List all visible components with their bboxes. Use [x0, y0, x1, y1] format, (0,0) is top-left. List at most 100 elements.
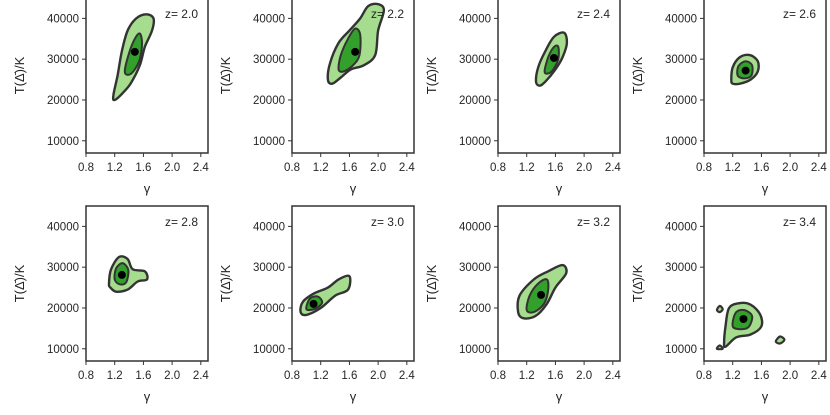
x-tick-label: 2.4 — [605, 370, 622, 382]
y-tick-label: 10000 — [253, 344, 285, 356]
y-tick-label: 10000 — [459, 344, 491, 356]
y-tick-label: 10000 — [665, 136, 697, 148]
y-axis-title: T(Δ̄)/K — [12, 264, 27, 302]
y-tick-label: 20000 — [253, 303, 285, 315]
subplot-z2.2: 0.8 1.2 1.6 2.0 2.4 10000 20000 30000 40000 z= 2.… — [218, 0, 415, 196]
x-axis-title: γ — [556, 389, 563, 404]
axes-frame — [497, 0, 621, 154]
y-tick-label: 20000 — [459, 95, 491, 107]
y-tick-label: 30000 — [665, 262, 697, 274]
y-tick-label: 10000 — [665, 344, 697, 356]
x-tick-label: 1.2 — [725, 370, 741, 382]
y-axis-title: T(Δ̄)/K — [630, 56, 645, 94]
x-tick-label: 2.4 — [399, 162, 416, 174]
x-tick-label: 0.8 — [78, 162, 94, 174]
subplot-z2.6: 0.8 1.2 1.6 2.0 2.4 10000 20000 30000 40000 z= 2.… — [630, 0, 827, 196]
x-tick-label: 1.2 — [313, 162, 329, 174]
y-tick-label: 40000 — [459, 13, 491, 25]
x-tick-label: 1.2 — [725, 162, 741, 174]
x-tick-label: 1.2 — [313, 370, 329, 382]
panel-label: z= 2.2 — [371, 7, 404, 21]
x-tick-label: 1.2 — [107, 162, 123, 174]
y-tick-label: 40000 — [665, 13, 697, 25]
x-tick-label: 0.8 — [78, 370, 94, 382]
y-tick-label: 30000 — [665, 54, 697, 66]
best-fit-point — [309, 299, 318, 308]
panel-label: z= 3.4 — [783, 215, 816, 229]
axes-frame — [291, 205, 415, 362]
x-axis-title: γ — [144, 389, 151, 404]
plot-area — [715, 301, 786, 351]
axes-frame — [497, 205, 621, 362]
y-tick-label: 20000 — [47, 95, 79, 107]
x-axis-title: γ — [556, 181, 563, 196]
x-tick-label: 2.0 — [782, 162, 798, 174]
y-tick-label: 40000 — [253, 13, 285, 25]
subplot-z3.4: 0.8 1.2 1.6 2.0 2.4 10000 20000 30000 40000 z= 3.… — [630, 205, 828, 404]
x-tick-label: 0.8 — [696, 370, 712, 382]
x-axis-title: γ — [144, 181, 151, 196]
x-axis-title: γ — [762, 389, 769, 404]
best-fit-point — [130, 47, 139, 56]
y-tick-label: 20000 — [253, 95, 285, 107]
x-tick-label: 1.6 — [753, 370, 769, 382]
outer-contour-island — [715, 304, 724, 314]
x-tick-label: 2.4 — [811, 370, 828, 382]
y-tick-label: 10000 — [459, 136, 491, 148]
y-tick-label: 40000 — [665, 221, 697, 233]
y-tick-label: 30000 — [459, 54, 491, 66]
x-tick-label: 1.2 — [519, 162, 535, 174]
y-tick-label: 30000 — [253, 262, 285, 274]
x-tick-label: 2.0 — [370, 162, 386, 174]
axes-frame — [291, 0, 415, 154]
panel-label: z= 3.0 — [371, 215, 404, 229]
x-axis-title: γ — [350, 389, 357, 404]
y-tick-label: 20000 — [665, 95, 697, 107]
axes-frame — [703, 205, 827, 362]
best-fit-point — [537, 290, 546, 299]
y-axis-title: T(Δ̄)/K — [630, 264, 645, 302]
panel-label: z= 2.6 — [783, 7, 816, 21]
y-tick-label: 10000 — [47, 136, 79, 148]
x-tick-label: 1.2 — [107, 370, 123, 382]
x-tick-label: 1.6 — [547, 370, 563, 382]
y-tick-label: 40000 — [253, 221, 285, 233]
y-axis-title: T(Δ̄)/K — [424, 264, 439, 302]
y-tick-label: 40000 — [47, 13, 79, 25]
x-tick-label: 1.6 — [341, 370, 357, 382]
y-axis-title: T(Δ̄)/K — [218, 264, 233, 302]
x-tick-label: 1.6 — [341, 162, 357, 174]
plot-area — [534, 31, 569, 87]
x-tick-label: 1.2 — [519, 370, 535, 382]
x-tick-label: 0.8 — [490, 162, 506, 174]
subplot-z3.2: 0.8 1.2 1.6 2.0 2.4 10000 20000 30000 40000 z= 3.… — [424, 205, 622, 404]
axes-frame — [703, 0, 827, 154]
x-tick-label: 2.4 — [811, 162, 828, 174]
plot-area — [730, 53, 760, 86]
plot-area — [107, 255, 149, 293]
best-fit-point — [739, 314, 748, 323]
y-tick-label: 20000 — [459, 303, 491, 315]
panel-label: z= 2.4 — [577, 7, 610, 21]
y-tick-label: 40000 — [47, 221, 79, 233]
outer-contour-island — [774, 335, 786, 345]
y-axis-title: T(Δ̄)/K — [424, 56, 439, 94]
y-axis-title: T(Δ̄)/K — [12, 56, 27, 94]
x-tick-label: 0.8 — [490, 370, 506, 382]
y-tick-label: 20000 — [47, 303, 79, 315]
panel-label: z= 2.0 — [165, 7, 198, 21]
x-tick-label: 2.4 — [193, 370, 210, 382]
best-fit-point — [741, 66, 750, 75]
y-tick-label: 20000 — [665, 303, 697, 315]
x-tick-label: 2.0 — [782, 370, 798, 382]
plot-area — [299, 274, 352, 317]
x-axis-title: γ — [762, 181, 769, 196]
plot-area — [516, 263, 568, 320]
y-tick-label: 30000 — [459, 262, 491, 274]
y-tick-label: 30000 — [47, 54, 79, 66]
panel-label: z= 3.2 — [577, 215, 610, 229]
x-tick-label: 2.0 — [576, 370, 592, 382]
x-tick-label: 2.4 — [605, 162, 622, 174]
inner-contour — [337, 27, 362, 73]
